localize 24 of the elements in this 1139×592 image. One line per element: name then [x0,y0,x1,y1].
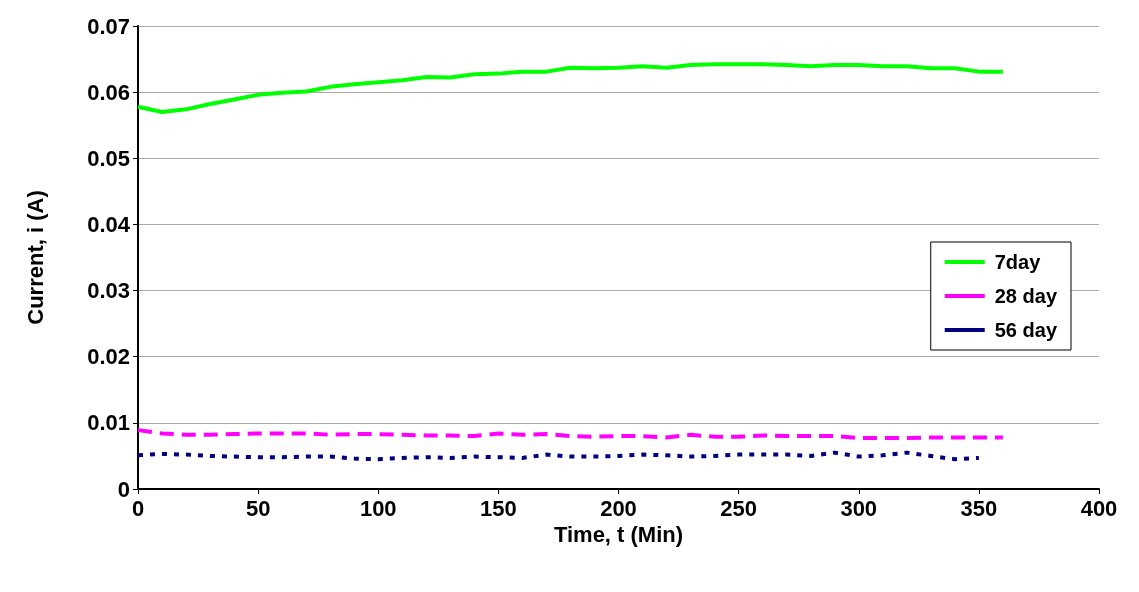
line-series [136,450,981,462]
y-tick-label: 0.02 [87,344,130,370]
x-tick-label: 300 [840,495,878,521]
x-tick-label: 100 [359,495,397,521]
line-series [136,428,1005,441]
y-tick-label: 0 [117,476,130,502]
x-tick-label: 350 [960,495,998,521]
y-tick-label: 0.01 [87,410,130,436]
y-tick-label: 0.07 [87,13,130,39]
legend-label: 56 day [994,319,1058,341]
x-tick-label: 150 [480,495,517,521]
y-axis-title: Current, i (A) [22,190,48,325]
x-tick-label: 200 [600,495,637,521]
x-axis-title: Time, t (Min) [553,522,684,548]
x-tick-label: 50 [245,495,271,521]
x-tick-label: 250 [720,495,757,521]
y-tick-label: 0.06 [87,79,130,105]
y-tick-label: 0.05 [87,145,130,171]
legend-label: 7day [994,251,1042,273]
y-tick-label: 0.03 [87,278,130,304]
y-tick-label: 0.04 [87,211,131,237]
line-series [136,62,1005,114]
legend-label: 28 day [994,285,1058,307]
x-tick-label: 400 [1080,495,1118,521]
